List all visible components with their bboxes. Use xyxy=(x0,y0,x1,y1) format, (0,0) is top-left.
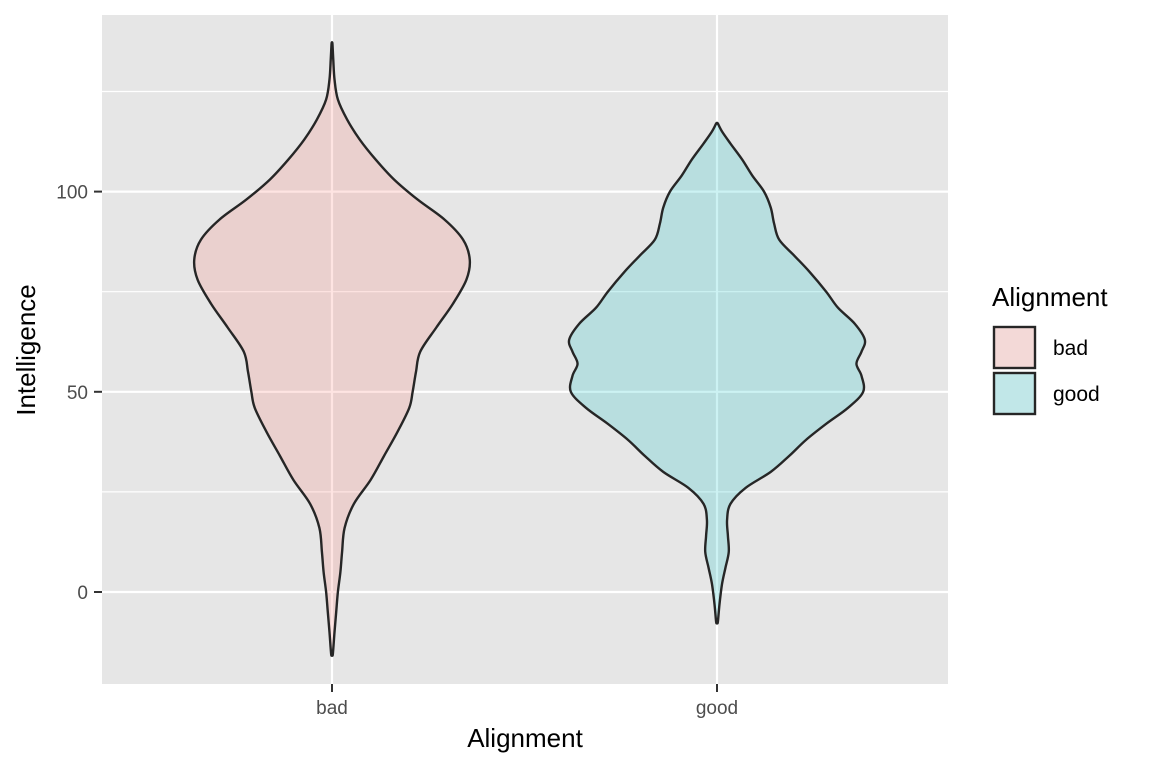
legend-key-bad xyxy=(993,326,1036,369)
legend-key-good xyxy=(993,372,1036,415)
violin-good xyxy=(567,121,867,625)
legend-entries: bad good xyxy=(992,325,1100,416)
y-axis-ticks: 0 50 100 xyxy=(56,183,102,604)
violins xyxy=(192,41,867,657)
legend-title: Alignment xyxy=(992,282,1108,312)
y-axis-title: Intelligence xyxy=(11,284,41,416)
y-tick-label: 100 xyxy=(56,183,88,204)
y-tick-label: 0 xyxy=(77,583,88,604)
x-tick-label: bad xyxy=(316,698,348,719)
legend: Alignment bad good xyxy=(992,282,1108,416)
x-axis-title: Alignment xyxy=(467,723,583,753)
gridlines xyxy=(102,15,948,684)
x-tick-label: good xyxy=(696,698,738,719)
y-tick-label: 50 xyxy=(67,383,88,404)
legend-swatch-good xyxy=(992,371,1037,416)
x-axis-ticks: bad good xyxy=(316,684,738,719)
legend-swatch-bad xyxy=(992,325,1037,370)
legend-label-bad: bad xyxy=(1053,337,1088,360)
legend-label-good: good xyxy=(1053,383,1100,406)
violin-bad xyxy=(192,41,472,657)
